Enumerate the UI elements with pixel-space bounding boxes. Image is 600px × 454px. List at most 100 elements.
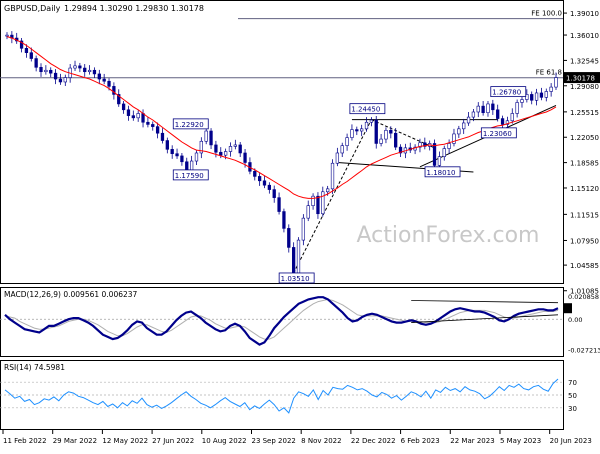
level-label: 1.22920 <box>175 121 204 129</box>
candle-body <box>355 129 359 132</box>
candle-body <box>418 142 422 148</box>
candle-body <box>296 239 301 274</box>
candle-body <box>554 77 558 88</box>
candle-body <box>311 195 315 206</box>
level-label-box <box>278 272 315 284</box>
candle-body <box>58 78 63 83</box>
candle-body <box>398 146 403 154</box>
price-tick-label: 1.25515 <box>570 109 599 117</box>
candle-body <box>185 161 189 171</box>
candle-body <box>437 156 442 166</box>
last-price-label: 1.30178 <box>566 75 595 83</box>
candle-body <box>53 72 58 80</box>
macd-title: MACD(12,26,9) 0.009561 0.006237 <box>4 290 138 299</box>
price-tick-label: 1.15120 <box>570 185 599 193</box>
macd-line <box>4 296 559 346</box>
candle-body <box>121 103 126 111</box>
candle-body <box>44 69 48 73</box>
candle-body <box>340 145 344 154</box>
candle-body <box>189 160 194 171</box>
candle-body <box>243 152 247 163</box>
candle-body <box>292 247 296 274</box>
candle-body <box>539 92 544 98</box>
candle-body <box>78 65 82 69</box>
level-label-box <box>172 169 209 181</box>
candle-body <box>131 115 135 119</box>
x-tick-label: 8 Nov 2022 <box>301 437 341 445</box>
candle-body <box>180 155 184 163</box>
candle-body <box>87 69 92 73</box>
price-tick-label: 1.07950 <box>570 237 599 245</box>
macd-trendline-bottom <box>411 314 559 323</box>
price-panel <box>0 0 564 284</box>
candle-body <box>326 188 330 193</box>
candle-body <box>330 162 335 190</box>
candle-body <box>500 118 505 125</box>
candle-body <box>306 205 310 219</box>
price-tick-label: 1.01085 <box>570 288 599 296</box>
candle-body <box>160 132 165 141</box>
x-tick-label: 27 Jun 2022 <box>152 437 194 445</box>
candle-body <box>151 124 155 127</box>
x-tick-label: 10 Aug 2022 <box>202 437 247 445</box>
candle-body <box>466 116 471 124</box>
x-tick-label: 22 Mar 2023 <box>450 437 494 445</box>
last-price-box <box>564 72 600 84</box>
candle-body <box>350 129 354 138</box>
candle-body <box>335 152 340 164</box>
macd-tick-label: 0.00 <box>568 316 582 324</box>
candle-body <box>476 105 480 113</box>
level-label: 1.17590 <box>175 172 204 180</box>
candle-body <box>165 140 169 150</box>
candle-body <box>267 184 271 190</box>
candle-body <box>379 138 383 144</box>
candle-body <box>39 67 43 73</box>
candle-body <box>233 144 237 147</box>
price-tick-label: 1.32545 <box>570 57 599 65</box>
fib-level-label: FE 100.0 <box>531 10 562 18</box>
candle-body <box>534 92 539 101</box>
x-tick-label: 12 May 2022 <box>102 437 148 445</box>
rise-dashed-line <box>293 119 372 274</box>
candle-body <box>447 143 451 149</box>
rsi-tick-label: 70 <box>568 379 577 387</box>
candle-body <box>394 132 398 148</box>
candle-body <box>155 126 160 134</box>
level-label-box <box>490 86 527 98</box>
level-label: 1.03510 <box>281 275 310 283</box>
x-tick-label: 11 Feb 2022 <box>3 437 47 445</box>
rsi-tick-label: 50 <box>568 392 577 400</box>
candle-body <box>29 52 33 59</box>
x-tick-label: 5 May 2023 <box>500 437 541 445</box>
candle-body <box>544 91 548 98</box>
candle-body <box>364 121 369 130</box>
rsi-tick-label: 30 <box>568 405 577 413</box>
candle-body <box>175 153 179 157</box>
watermark: ActionForex.com <box>357 223 540 248</box>
candle-body <box>136 113 140 119</box>
candle-body <box>321 191 325 215</box>
level-label: 1.26780 <box>492 89 521 97</box>
candle-body <box>462 122 466 130</box>
candle-body <box>481 105 485 114</box>
candle-body <box>214 144 218 153</box>
candle-body <box>457 128 461 135</box>
chart-header-symbol: GBPUSD,Daily <box>4 4 61 13</box>
candle-body <box>301 217 306 241</box>
level-label-box <box>172 118 209 130</box>
level-label: 1.18010 <box>427 169 456 177</box>
price-tick-label: 1.36010 <box>570 32 599 40</box>
candle-body <box>204 130 208 142</box>
candle-body <box>34 58 38 68</box>
candle-body <box>117 94 121 105</box>
level-label-box <box>480 127 517 139</box>
candle-body <box>5 34 9 37</box>
fib-level-label: FE 61.8 <box>536 69 562 77</box>
candle-body <box>194 152 199 162</box>
candle-body <box>530 94 534 101</box>
moving-average-line <box>6 36 557 199</box>
level-label: 1.24450 <box>351 106 380 114</box>
candle-body <box>107 80 111 87</box>
candle-body <box>505 120 510 125</box>
